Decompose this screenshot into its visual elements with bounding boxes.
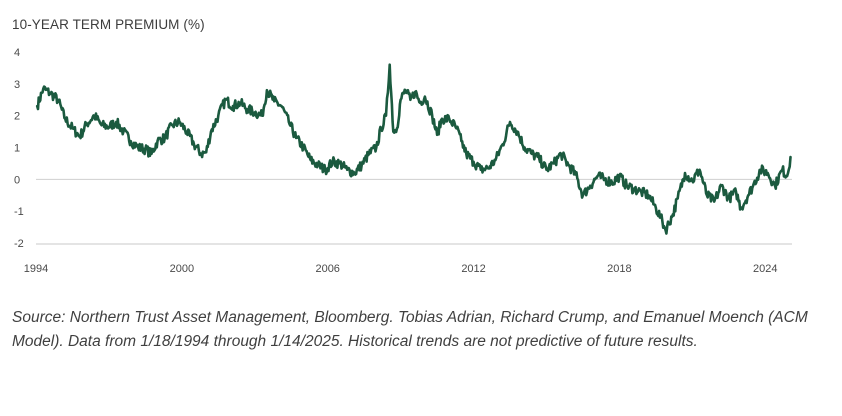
- chart-plot: 4 3 2 1 0 -1 -2 1994 2000 2006 2012 2018 2024: [14, 47, 792, 275]
- x-axis-labels: 1994 2000 2006 2012 2018 2024: [24, 263, 778, 275]
- y-tick-label: 4: [14, 47, 20, 59]
- y-tick-label: 1: [14, 143, 20, 155]
- y-axis-labels: 4 3 2 1 0 -1 -2: [14, 47, 24, 250]
- x-tick-label: 2000: [170, 263, 194, 275]
- x-tick-label: 1994: [24, 263, 48, 275]
- chart-title: 10-YEAR TERM PREMIUM (%): [12, 17, 205, 32]
- term-premium-line: [35, 63, 792, 235]
- x-tick-label: 2006: [315, 263, 339, 275]
- y-tick-label: 2: [14, 111, 20, 123]
- x-tick-label: 2012: [461, 263, 485, 275]
- x-tick-label: 2018: [607, 263, 631, 275]
- y-tick-label: 0: [14, 174, 20, 186]
- x-tick-label: 2024: [753, 263, 777, 275]
- y-tick-label: -1: [14, 206, 24, 218]
- y-tick-label: 3: [14, 79, 20, 91]
- y-tick-label: -2: [14, 238, 24, 250]
- source-note: Source: Northern Trust Asset Management,…: [12, 309, 808, 350]
